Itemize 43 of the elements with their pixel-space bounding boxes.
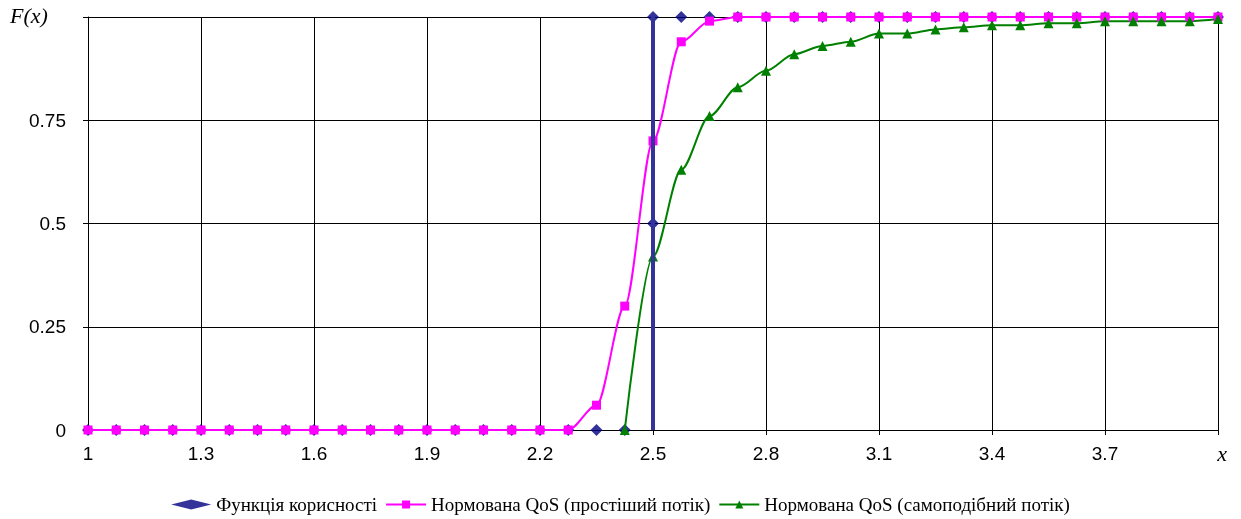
point bbox=[902, 28, 913, 39]
x-tick-label: 1.9 bbox=[413, 443, 441, 464]
x-tick-label: 1.3 bbox=[187, 443, 215, 464]
y-tick-label: 0.25 bbox=[29, 316, 66, 338]
point bbox=[676, 37, 686, 47]
point bbox=[592, 400, 601, 410]
legend-label: Нормована QoS (простіший потік) bbox=[431, 494, 711, 516]
y-tick-label: 0 bbox=[55, 419, 66, 441]
point bbox=[761, 65, 771, 76]
y-tick-label: 0.75 bbox=[29, 109, 66, 131]
point bbox=[1071, 18, 1082, 29]
point bbox=[590, 424, 603, 436]
x-tick-label: 2.2 bbox=[526, 443, 554, 464]
x-axis-title: x bbox=[1216, 440, 1228, 466]
x-tick-label: 2.8 bbox=[752, 443, 780, 464]
point bbox=[1128, 16, 1139, 27]
y-tick-label: 0.5 bbox=[39, 213, 66, 234]
x-tick-label: 1.6 bbox=[300, 443, 328, 464]
point bbox=[1043, 18, 1054, 29]
point bbox=[675, 11, 688, 23]
point bbox=[930, 24, 941, 35]
point bbox=[1015, 20, 1026, 31]
point bbox=[958, 22, 969, 33]
point bbox=[620, 301, 630, 311]
point bbox=[1156, 16, 1167, 27]
point bbox=[789, 49, 800, 60]
y-axis-title: F(x) bbox=[9, 2, 48, 28]
x-tick-label: 2.5 bbox=[639, 443, 667, 464]
x-tick-label: 1 bbox=[82, 443, 94, 464]
point bbox=[817, 40, 828, 51]
legend-label: Функція корисності bbox=[216, 494, 378, 515]
point bbox=[845, 36, 856, 47]
point bbox=[705, 16, 714, 26]
x-tick-label: 3.4 bbox=[978, 443, 1006, 464]
point bbox=[1184, 16, 1195, 27]
legend-label: Нормована QoS (самоподібний потік) bbox=[764, 494, 1070, 516]
x-tick-label: 3.1 bbox=[865, 443, 893, 464]
point bbox=[874, 28, 884, 39]
point bbox=[676, 164, 687, 175]
point bbox=[1100, 16, 1110, 27]
point bbox=[987, 20, 997, 31]
x-tick-label: 3.7 bbox=[1091, 443, 1119, 464]
point bbox=[732, 82, 743, 93]
